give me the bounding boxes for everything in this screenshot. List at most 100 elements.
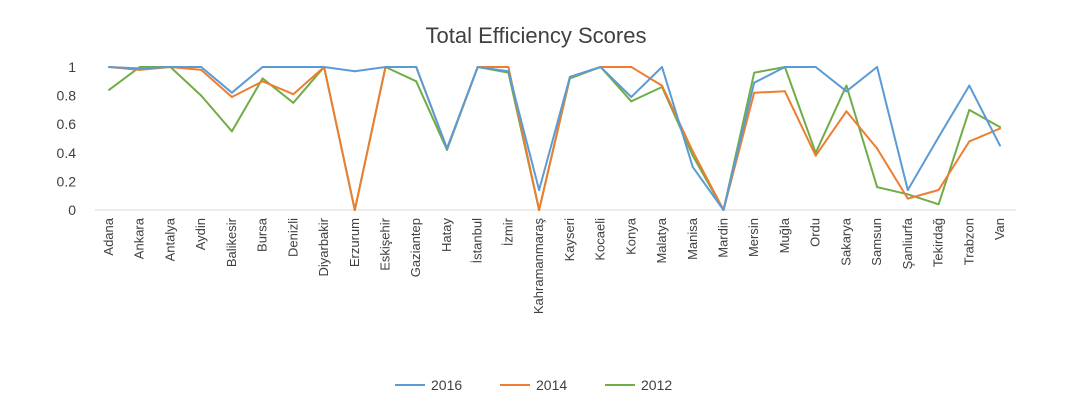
x-tick-label: Tekirdağ [931,218,946,267]
data-point-2012 [906,193,909,196]
data-point-2016 [507,70,510,73]
legend-label-2016: 2016 [431,377,462,393]
data-point-2016 [661,66,664,68]
x-tick-label: Kocaeli [593,218,608,261]
series-line-2014 [108,66,1001,211]
data-point-2012 [691,154,694,157]
legend-label-2014: 2014 [536,377,567,393]
x-tick-label: Mersin [746,218,761,257]
data-point-2014 [783,90,786,93]
data-point-2016 [599,66,602,68]
data-point-2016 [538,188,541,191]
data-point-2012 [415,80,418,83]
data-point-2012 [753,71,756,74]
data-point-2016 [568,76,571,79]
x-tick-label: Manisa [685,217,700,260]
x-tick-label: Erzurum [347,218,362,267]
x-tick-label: Balikesir [224,217,239,267]
x-tick-label: Denizli [285,218,300,257]
x-tick-label: Kahramanmaraş [531,218,546,315]
data-point-2014 [937,188,940,191]
x-tick-label: Diyarbakir [316,217,331,276]
x-tick-label: Gaziantep [408,218,423,277]
data-point-2016 [845,90,848,93]
data-point-2016 [691,166,694,169]
y-tick-label: 0.2 [57,173,77,189]
data-point-2014 [230,96,233,99]
data-point-2014 [876,147,879,150]
data-point-2016 [230,91,233,94]
data-point-2016 [323,66,326,68]
y-tick-label: 1 [68,59,76,75]
x-tick-label: Malatya [654,217,669,263]
data-point-2012 [200,94,203,97]
series-line-2012 [108,66,1001,211]
x-tick-label: İstanbul [470,218,485,264]
data-point-2016 [384,66,387,68]
x-tick-label: Kayseri [562,218,577,261]
data-point-2014 [661,84,664,87]
data-point-2016 [108,66,110,68]
data-point-2016 [415,66,418,68]
x-tick-label: Adana [101,217,116,255]
data-point-2012 [999,126,1001,129]
data-point-2014 [292,93,295,96]
data-point-2016 [876,66,879,68]
data-point-2016 [999,144,1001,147]
data-point-2016 [138,67,141,70]
y-tick-label: 0.6 [57,116,77,132]
data-point-2012 [845,84,848,87]
data-point-2014 [538,209,541,211]
y-axis: 0 0.2 0.4 0.6 0.8 1 [57,59,77,218]
x-tick-label: Bursa [255,217,270,252]
data-point-2012 [968,108,971,111]
x-tick-label: Hatay [439,218,454,252]
y-tick-label: 0 [68,202,76,218]
data-point-2016 [169,66,172,68]
data-point-2014 [353,209,356,211]
data-point-2012 [630,100,633,103]
legend-label-2012: 2012 [641,377,672,393]
data-point-2016 [906,188,909,191]
x-tick-label: Şanliurfa [900,217,915,269]
data-point-2016 [937,136,940,139]
chart-title: Total Efficiency Scores [426,23,647,48]
x-tick-label: Antalya [162,217,177,261]
data-point-2016 [292,66,295,68]
data-point-2012 [937,203,940,206]
data-point-2014 [968,140,971,143]
y-tick-label: 0.4 [57,145,77,161]
x-tick-label: Eskişehir [378,217,393,270]
data-point-2016 [783,66,786,68]
x-tick-label: Muğla [777,217,792,253]
data-point-2012 [230,130,233,133]
data-point-2016 [968,84,971,87]
x-tick-label: Sakarya [838,217,853,265]
x-tick-label: Ordu [808,218,823,247]
x-tick-label: Mardin [715,218,730,258]
data-point-2012 [108,88,110,91]
data-point-2012 [292,101,295,104]
data-point-2014 [906,197,909,200]
legend: 2016 2014 2012 [395,377,672,393]
x-tick-label: Ankara [132,217,147,259]
data-point-2016 [353,70,356,73]
data-point-2016 [753,81,756,84]
data-point-2014 [261,80,264,83]
series-lines [108,66,1001,211]
data-point-2014 [507,66,510,68]
data-point-2014 [753,91,756,94]
data-point-2012 [261,77,264,80]
data-point-2016 [200,66,203,68]
data-point-2014 [630,66,633,68]
series-line-2016 [108,66,1001,211]
data-point-2014 [999,127,1001,130]
x-axis: Adana Ankara Antalya Aydin Balikesir Bursa Den… [95,209,1016,315]
data-point-2014 [814,154,817,157]
x-tick-label: Van [992,218,1007,240]
data-point-2014 [691,150,694,153]
data-point-2014 [200,68,203,71]
x-tick-label: İzmir [500,217,515,246]
